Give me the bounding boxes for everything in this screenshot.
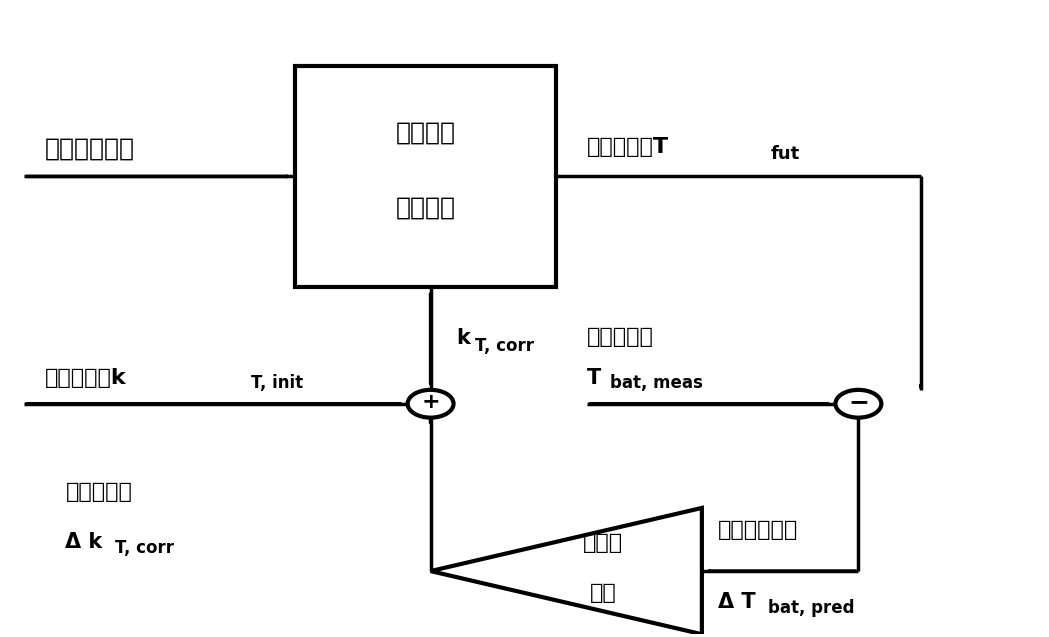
Text: T: T — [587, 368, 601, 388]
Circle shape — [408, 390, 453, 418]
Circle shape — [835, 390, 881, 418]
Text: 温度预测误差: 温度预测误差 — [718, 520, 798, 540]
Bar — [295, 66, 556, 287]
Text: bat, meas: bat, meas — [611, 375, 703, 392]
Text: Δ T: Δ T — [718, 592, 755, 612]
Text: 参数初始值k: 参数初始值k — [44, 368, 126, 388]
Text: T, corr: T, corr — [115, 538, 174, 557]
Text: 预测模型: 预测模型 — [395, 196, 455, 220]
Text: T, corr: T, corr — [475, 337, 534, 355]
Polygon shape — [430, 508, 702, 634]
Text: 自适应: 自适应 — [582, 533, 623, 553]
Text: 温度预测值T: 温度预测值T — [587, 138, 669, 157]
Text: 温度真实值: 温度真实值 — [587, 327, 654, 347]
Text: T, init: T, init — [251, 375, 303, 392]
Text: 辨识: 辨识 — [590, 583, 616, 603]
Text: Δ k: Δ k — [65, 532, 103, 552]
Text: 未来温度: 未来温度 — [395, 120, 455, 144]
Text: 参数修正量: 参数修正量 — [65, 482, 132, 501]
Text: −: − — [848, 390, 869, 414]
Text: k: k — [456, 329, 471, 348]
Text: fut: fut — [771, 145, 800, 162]
Text: bat, pred: bat, pred — [768, 599, 854, 617]
Text: 温度模型输入: 温度模型输入 — [44, 137, 134, 161]
Text: +: + — [422, 392, 440, 412]
